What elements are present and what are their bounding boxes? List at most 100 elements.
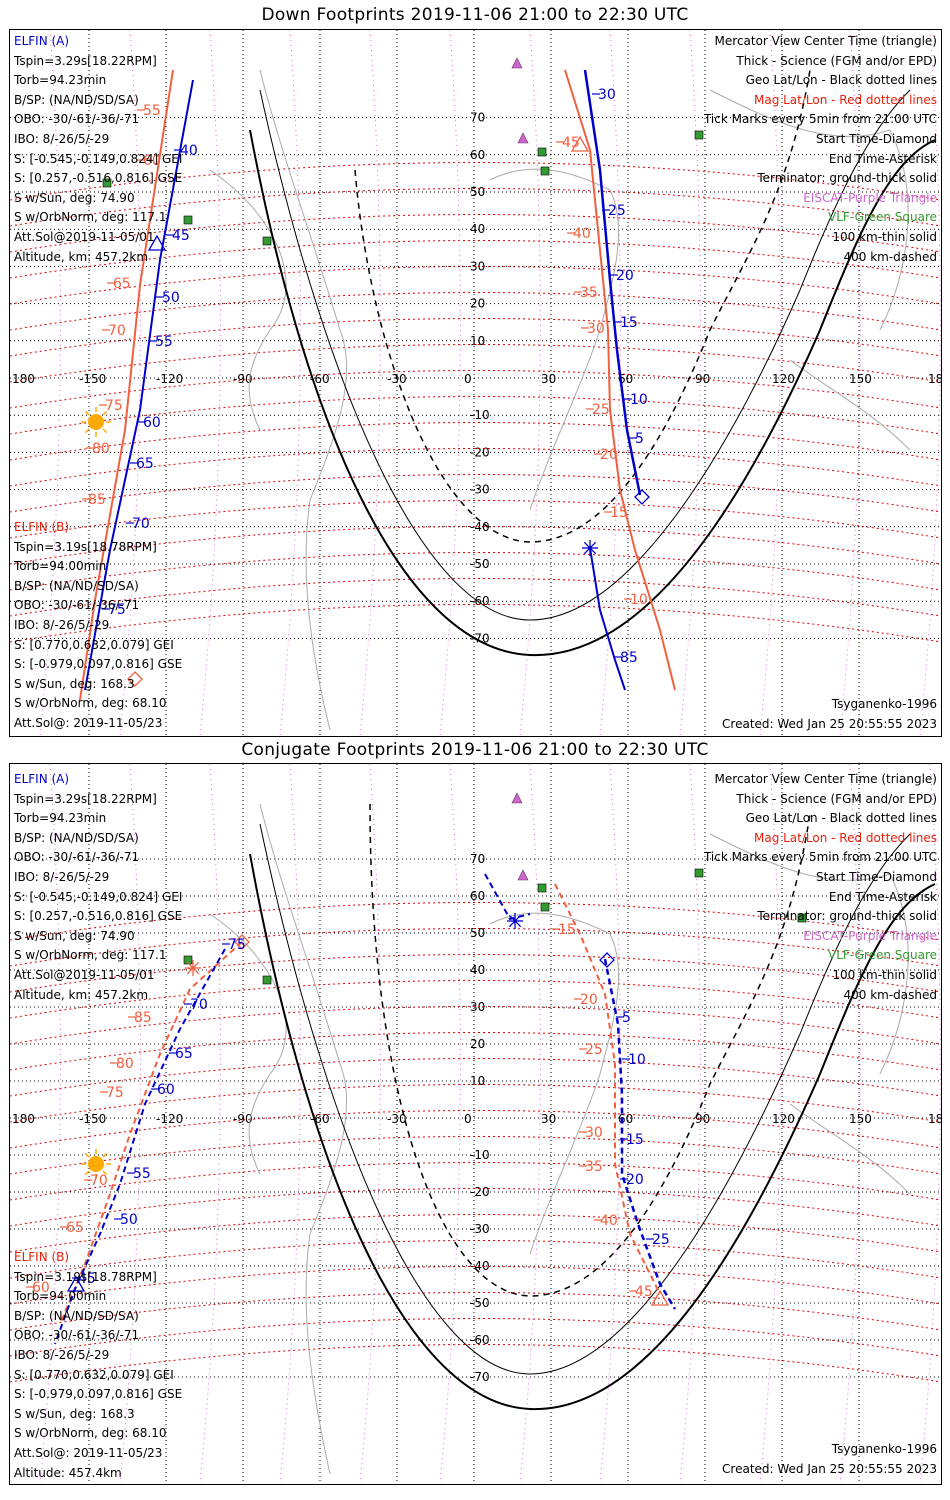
lat-tick-label: 20 [470,1037,485,1051]
center-time-triangle [650,1289,670,1306]
elfin-a-line: Tspin=3.29s[18.22RPM] [14,791,157,806]
track-tick-label: 75 [105,398,123,414]
lat-tick-label: -50 [470,1296,490,1310]
track-tick-label: 30 [585,1125,603,1141]
coastline [709,833,909,1075]
eiscat-triangle [511,792,523,804]
elfin-a-line: Att.Sol@2019-11-05/01 [14,967,155,982]
legend-ticks: Tick Marks every 5min from 21:00 UTC [703,112,937,127]
footer: Tsyganenko-1996 Created: Wed Jan 25 20:5… [722,1440,937,1479]
mag-meridian [519,764,541,1484]
track-tick-label: 45 [562,135,580,151]
mag-meridian [759,30,781,736]
track-tick-label: 20 [616,268,634,284]
elfin-a-line: B/SP: (NA/ND/SD/SA) [14,830,139,845]
sun-ray [102,1170,108,1176]
elfin-b-line: S w/Sun, deg: 168.3 [14,676,135,691]
lat-tick-label: 20 [470,297,485,311]
elfin-b-line: Att.Sol@: 2019-11-05/23 [14,1445,163,1460]
track-tick-label: 85 [620,650,638,666]
mag-meridian [439,764,461,1484]
track-tick-label: 85 [134,1010,152,1026]
lon-tick-label: 90 [695,372,710,386]
lat-tick-label: -60 [470,594,490,608]
legend: Mercator View Center Time (triangle) Thi… [704,32,937,267]
track-tick-label: 70 [190,997,208,1013]
track-tick-label: 20 [580,992,598,1008]
track-tick-label: 70 [108,323,126,339]
lat-tick-label: 40 [470,963,485,977]
track-tick-label: 15 [610,505,628,521]
lon-tick-label: 180 [12,1112,35,1126]
track-tick-label: 60 [143,153,161,169]
terminator-ground [249,129,936,657]
elfin-b-line: IBO: 8/-26/5/-29 [14,617,110,632]
elfin-b-info: ELFIN (B) Tspin=3.19s[18.78RPM] Torb=94.… [14,1248,182,1483]
sun-ray [102,1152,108,1158]
elfin-a-line: Altitude, km: 457.2km [14,249,149,264]
elfin-b-track-left [59,941,243,1325]
elfin-b-line: Tspin=3.19s[18.78RPM] [14,539,157,554]
mag-meridian [519,30,541,736]
elfin-a-info: ELFIN (A) Tspin=3.29s[18.22RPM] Torb=94.… [14,32,182,267]
track-tick-label: 45 [635,1284,653,1300]
elfin-a-header: ELFIN (A) [14,34,70,48]
elfin-b-header: ELFIN (B) [14,520,70,534]
lon-tick-label: 180 [12,372,35,386]
eiscat-triangle [511,57,523,69]
track-tick-label: 40 [180,143,198,159]
track-tick-label: 5 [635,431,644,447]
elfin-b-line: S: [0.770,0.632,0.079] GEI [14,1367,174,1382]
lat-tick-label: -70 [470,1370,490,1384]
lat-tick-label: 30 [470,259,485,273]
track-tick-label: 25 [592,402,610,418]
legend-eiscat: EISCAT-Purple Triangle [803,928,937,943]
mag-meridian [759,764,781,1484]
lat-tick-label: 50 [470,926,485,940]
eiscat-triangle [517,132,529,144]
vlf-station-square [262,236,272,246]
vlf-station-square [797,913,807,923]
elfin-a-line: Att.Sol@2019-11-05/01 [14,229,155,244]
legend-vlf: VLF-Green Square [828,210,937,225]
lon-tick-label: 120 [772,372,795,386]
lon-tick-label: -30 [387,1112,407,1126]
mag-meridian [839,764,861,1484]
elfin-b-line: OBO: -30/-61/-36/-71 [14,1328,140,1343]
track-tick-label: 75 [106,1085,124,1101]
elfin-b-line: Att.Sol@: 2019-11-05/23 [14,715,163,730]
elfin-b-line: Torb=94.00min [14,559,107,574]
legend-center-time: Mercator View Center Time (triangle) [714,34,937,48]
coastline [709,89,909,331]
elfin-a-line: S: [-0.545,-0.149,0.824] GEI [14,889,183,904]
footer: Tsyganenko-1996 Created: Wed Jan 25 20:5… [722,695,937,734]
track-tick-label: 65 [175,1046,193,1062]
center-time-triangle [147,234,167,251]
elfin-a-track-right-tail [589,547,626,691]
track-tick-label: 60 [157,1082,175,1098]
conjugate-footprints-panel: 70 60 50 40 30 20 10 -10 -20 -30 -40 -50 -60 -70 180 -1… [9,763,942,1485]
lon-tick-label: -150 [79,1112,106,1126]
track-tick-label: 40 [573,226,591,242]
lat-tick-label: -70 [470,631,490,645]
center-time-triangle [66,1275,86,1292]
elfin-a-line: Altitude, km: 457.2km [14,987,149,1002]
sun-icon [88,1156,104,1172]
sun-ray [102,410,108,416]
elfin-a-line: Tspin=3.29s[18.22RPM] [14,53,157,68]
elfin-b-track-right [564,69,676,691]
track-tick-label: 75 [228,937,246,953]
sun-ray [84,1152,90,1158]
coastline [489,912,620,1255]
lat-tick-label: -20 [470,445,490,459]
coastline [209,169,287,431]
vlf-station-square [540,166,550,176]
conjugate-footprints-title: Conjugate Footprints 2019-11-06 21:00 to… [241,740,709,760]
created-label: Created: Wed Jan 25 20:55:55 2023 [722,716,937,731]
elfin-b-line: Altitude: 457.4km [14,734,182,737]
lon-tick-label: 0 [464,372,472,386]
legend-end: End Time-Asterisk [828,151,937,166]
vlf-station-square [540,902,550,912]
mag-meridian [39,30,61,736]
elfin-a-info: ELFIN (A) Tspin=3.29s[18.22RPM] Torb=94.… [14,770,182,1005]
